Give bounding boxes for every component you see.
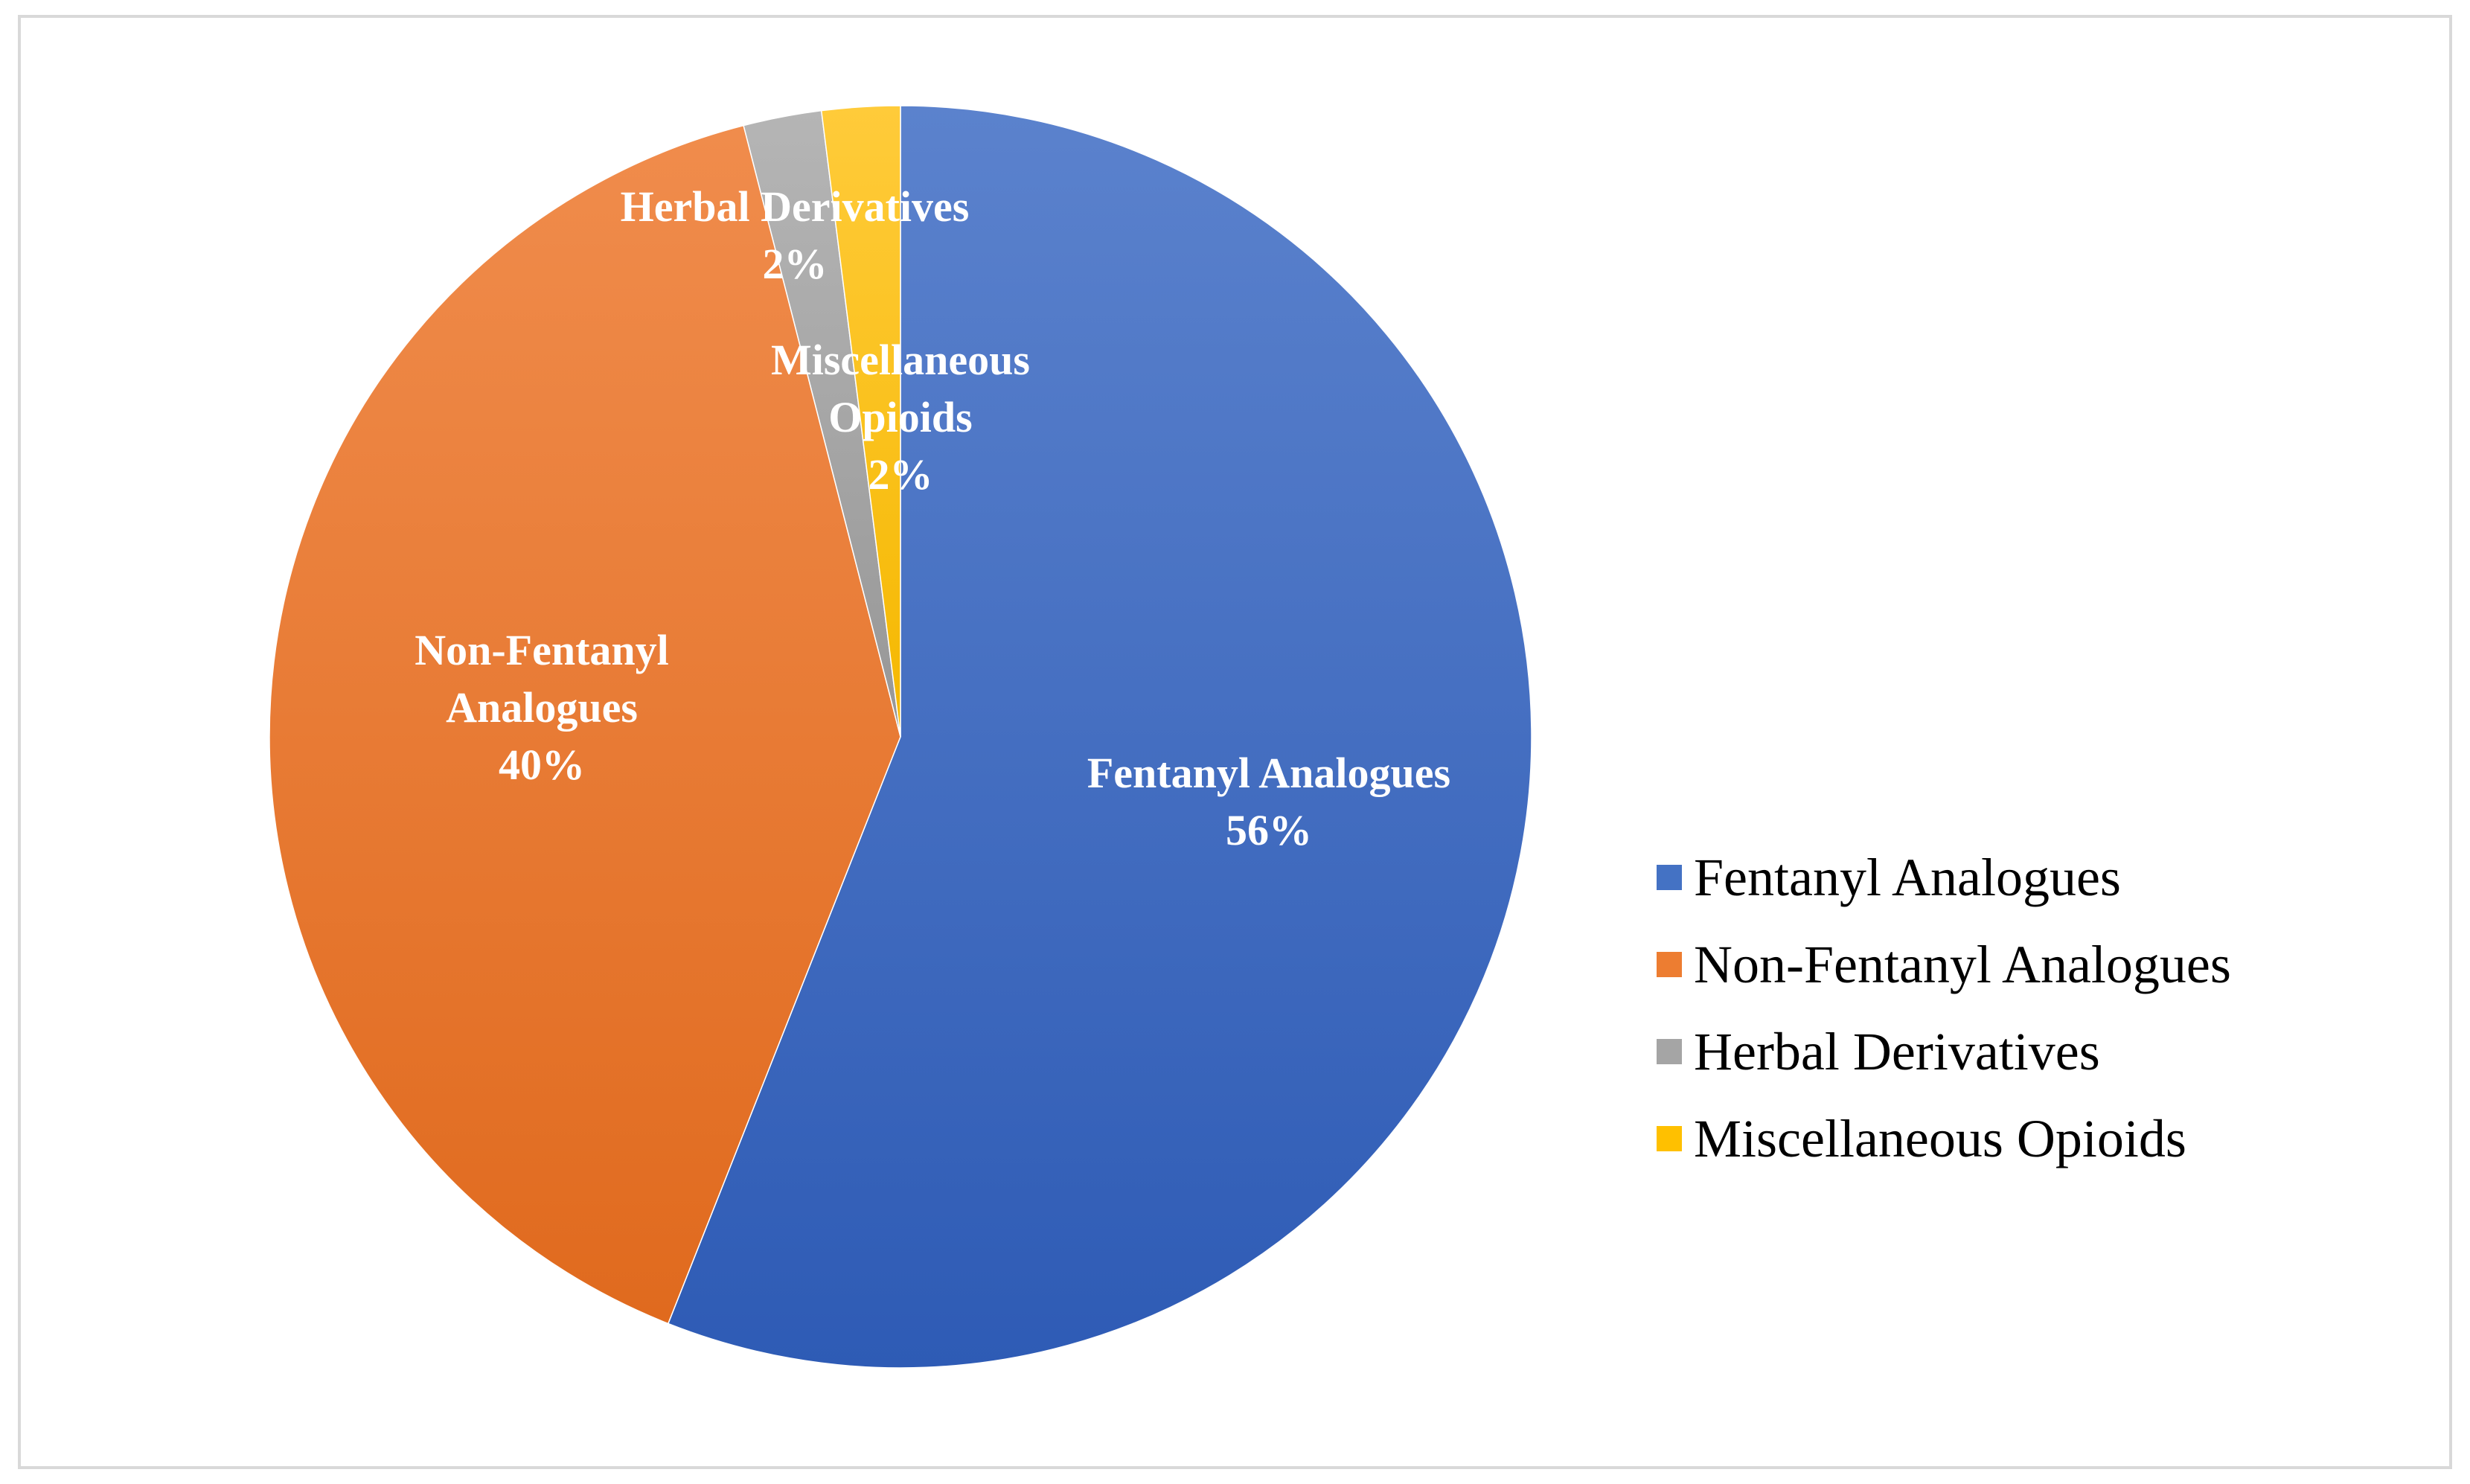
data-label-misc: Miscellaneous Opioids 2%	[771, 336, 1030, 499]
data-label-percent: 56%	[1226, 806, 1312, 854]
legend-swatch	[1657, 952, 1682, 977]
legend-item-herbal: Herbal Derivatives	[1657, 1022, 2100, 1081]
pie-data-labels: Fentanyl Analogues 56% Non-Fentanyl Analogu…	[415, 182, 1450, 854]
legend-label: Fentanyl Analogues	[1694, 848, 2121, 907]
legend-label: Miscellaneous Opioids	[1694, 1109, 2186, 1168]
pie-slice-non-fentanyl	[269, 124, 901, 1325]
data-label-percent: 2%	[763, 240, 828, 288]
legend-item-non-fentanyl: Non-Fentanyl Analogues	[1657, 935, 2231, 994]
data-label-percent: 40%	[499, 741, 585, 789]
pie-slices	[269, 105, 1532, 1369]
legend-swatch	[1657, 1039, 1682, 1064]
pie-slice-fentanyl	[667, 105, 1532, 1369]
data-label-percent: 2%	[868, 450, 933, 499]
chart-legend: Fentanyl Analogues Non-Fentanyl Analogues…	[1657, 848, 2231, 1168]
data-label-category: Herbal Derivatives	[621, 182, 970, 231]
data-label-category: Fentanyl Analogues	[1087, 749, 1450, 797]
legend-label: Non-Fentanyl Analogues	[1694, 935, 2231, 994]
data-label-fentanyl: Fentanyl Analogues 56%	[1087, 749, 1450, 854]
data-label-herbal: Herbal Derivatives 2%	[621, 182, 970, 288]
legend-swatch	[1657, 1126, 1682, 1151]
legend-label: Herbal Derivatives	[1694, 1022, 2100, 1081]
data-label-non-fentanyl: Non-Fentanyl Analogues 40%	[415, 626, 669, 789]
pie-slice-misc	[820, 105, 901, 738]
legend-item-fentanyl: Fentanyl Analogues	[1657, 848, 2121, 907]
data-label-category: Non-Fentanyl	[415, 626, 669, 674]
data-label-category: Miscellaneous	[771, 336, 1030, 384]
legend-swatch	[1657, 865, 1682, 890]
data-label-category: Analogues	[446, 683, 638, 732]
data-label-category: Opioids	[828, 393, 972, 441]
legend-item-misc: Miscellaneous Opioids	[1657, 1109, 2186, 1168]
